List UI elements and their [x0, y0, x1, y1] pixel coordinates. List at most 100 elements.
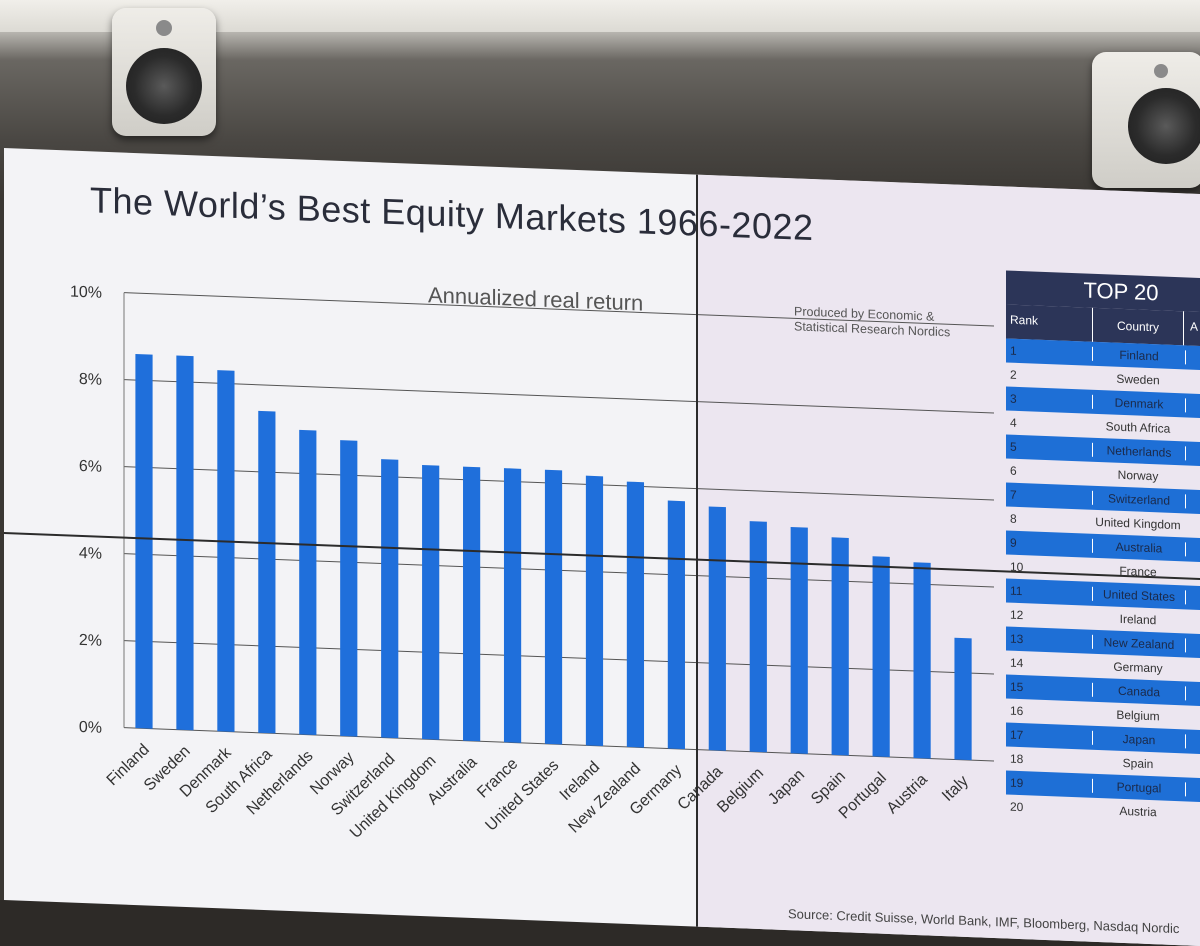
bar: [626, 481, 645, 748]
rank-cell: 14: [1010, 655, 1024, 671]
country-cell: Austria: [1119, 803, 1157, 820]
bar: [872, 556, 890, 758]
rank-cell: 20: [1010, 799, 1024, 815]
rank-cell: 18: [1010, 751, 1024, 767]
country-cell: Portugal: [1092, 778, 1186, 797]
rank-cell: 2: [1010, 367, 1017, 382]
bar: [790, 527, 808, 754]
bar: [708, 506, 726, 751]
header-country: Country: [1092, 307, 1184, 346]
speaker-right-icon: [1092, 52, 1200, 188]
presentation-screen: The World’s Best Equity Markets 1966-202…: [4, 148, 1200, 946]
country-cell: Denmark: [1092, 394, 1186, 413]
extra-cell: [1184, 621, 1200, 622]
rank-cell: 4: [1010, 415, 1017, 430]
bar: [422, 465, 440, 740]
extra-cell: [1184, 765, 1200, 766]
bar: [954, 637, 972, 761]
bar: [217, 370, 235, 732]
country-cell: Japan: [1092, 730, 1186, 749]
bar: [381, 459, 399, 739]
country-cell: Spain: [1122, 755, 1154, 772]
bar: [135, 353, 153, 729]
rank-cell: 19: [1010, 775, 1024, 791]
x-tick-label: Austria: [884, 771, 931, 817]
extra-cell: [1184, 429, 1200, 430]
extra-cell: [1184, 573, 1200, 574]
y-tick-label: 8%: [79, 371, 102, 389]
y-tick-label: 4%: [79, 545, 102, 563]
extra-cell: [1186, 741, 1200, 742]
extra-cell: [1186, 789, 1200, 790]
extra-cell: [1184, 669, 1200, 670]
country-cell: New Zealand: [1092, 634, 1186, 653]
speaker-tweeter-icon: [1154, 64, 1168, 78]
rank-cell: 9: [1010, 535, 1017, 550]
country-cell: Ireland: [1119, 611, 1157, 628]
y-tick-label: 6%: [79, 458, 102, 476]
bar: [831, 537, 849, 756]
extra-cell: [1184, 381, 1200, 382]
country-cell: Finland: [1092, 346, 1186, 365]
speaker-left-icon: [112, 8, 216, 136]
rank-cell: 12: [1010, 607, 1024, 623]
extra-cell: [1186, 645, 1200, 646]
bar: [299, 429, 317, 736]
x-tick-label: Italy: [939, 773, 972, 805]
speaker-cone-icon: [126, 48, 202, 124]
table-body: 1 Finland 2 Sweden 3 Denmark 4 South Africa 5 Net…: [1006, 338, 1200, 826]
bar: [913, 562, 931, 759]
country-cell: Switzerland: [1092, 490, 1186, 509]
rank-cell: 3: [1010, 391, 1017, 406]
extra-cell: [1186, 453, 1200, 454]
speaker-cone-icon: [1128, 88, 1200, 164]
gridline: [124, 292, 994, 327]
country-cell: Sweden: [1116, 371, 1160, 388]
y-tick-label: 10%: [70, 284, 102, 302]
extra-cell: [1186, 597, 1200, 598]
rank-cell: 7: [1010, 487, 1017, 502]
country-cell: Germany: [1113, 659, 1163, 676]
bar: [340, 440, 358, 737]
header-rank: Rank: [1010, 312, 1039, 328]
y-tick-label: 2%: [79, 632, 102, 650]
rank-cell: 1: [1010, 343, 1017, 358]
y-tick-label: 0%: [79, 719, 102, 737]
country-cell: United Kingdom: [1095, 514, 1181, 533]
bar: [585, 475, 604, 747]
extra-cell: [1184, 525, 1200, 526]
screen-seam-vertical: [696, 174, 698, 935]
x-tick-label: Japan: [765, 766, 808, 808]
bar: [463, 466, 481, 742]
extra-cell: [1184, 813, 1200, 814]
top20-table: TOP 20 Rank Country A 1 Finland 2 Sweden 3 De…: [1006, 270, 1200, 826]
country-cell: Netherlands: [1092, 442, 1186, 461]
gridline: [124, 379, 994, 414]
rank-cell: 11: [1010, 583, 1023, 599]
bar: [258, 410, 276, 734]
extra-cell: [1186, 693, 1200, 694]
rank-cell: 15: [1010, 679, 1024, 695]
extra-cell: [1186, 357, 1200, 358]
country-cell: United States: [1092, 586, 1186, 605]
bar: [544, 469, 563, 745]
rank-cell: 13: [1010, 631, 1024, 647]
extra-cell: [1186, 501, 1200, 502]
extra-cell: [1186, 549, 1200, 550]
country-cell: South Africa: [1105, 419, 1171, 436]
rank-cell: 6: [1010, 463, 1017, 478]
extra-cell: [1184, 717, 1200, 718]
rank-cell: 8: [1010, 511, 1017, 526]
country-cell: Australia: [1092, 538, 1186, 557]
bar: [176, 355, 194, 731]
extra-cell: [1184, 477, 1200, 478]
speaker-tweeter-icon: [156, 20, 172, 36]
bar: [667, 500, 685, 750]
rank-cell: 16: [1010, 703, 1024, 719]
bar: [503, 468, 522, 743]
rank-cell: 5: [1010, 439, 1017, 454]
rank-cell: 17: [1010, 727, 1024, 743]
country-cell: Belgium: [1116, 707, 1160, 724]
country-cell: Canada: [1092, 682, 1186, 701]
